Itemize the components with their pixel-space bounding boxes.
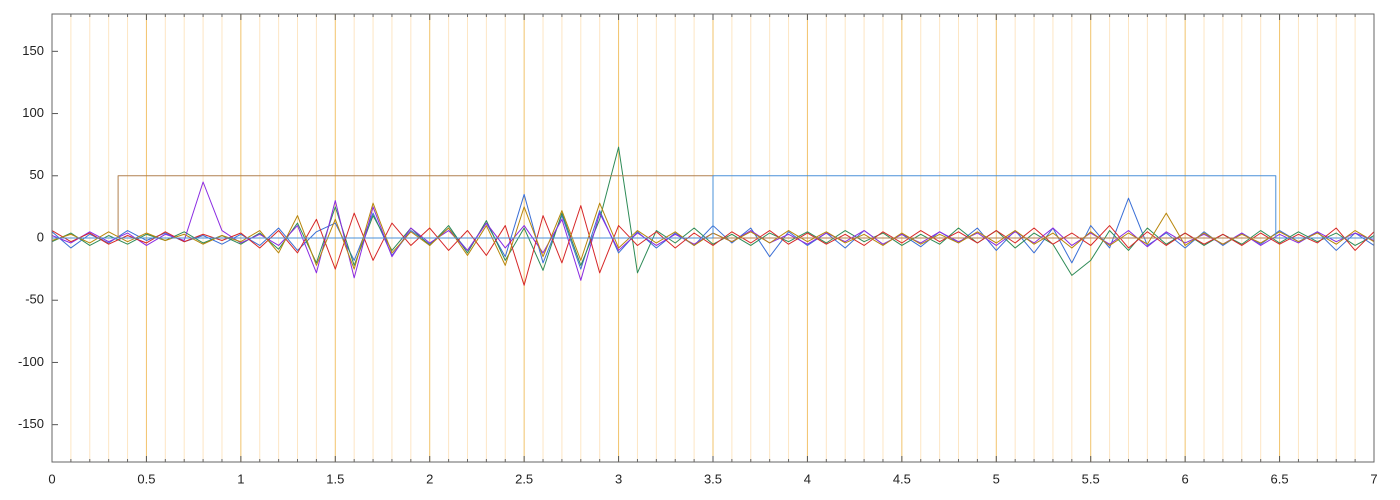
trace: [52, 175, 1374, 239]
traces: [51, 146, 1375, 286]
x-tick-label: 4: [804, 471, 811, 486]
x-tick-label: 0: [48, 471, 55, 486]
x-tick-label: 6.5: [1271, 471, 1289, 486]
x-tick-label: 2: [426, 471, 433, 486]
y-tick-label: 50: [30, 167, 44, 182]
x-tick-label: 5: [993, 471, 1000, 486]
x-tick-label: 7: [1370, 471, 1377, 486]
y-tick-label: 150: [22, 43, 44, 58]
x-tick-label: 2.5: [515, 471, 533, 486]
plot-frame: [51, 13, 1375, 463]
x-tick-label: 1.5: [326, 471, 344, 486]
x-tick-label: 1: [237, 471, 244, 486]
y-tick-label: -100: [18, 354, 44, 369]
x-tick-label: 3: [615, 471, 622, 486]
x-tick-label: 0.5: [137, 471, 155, 486]
x-tick-label: 3.5: [704, 471, 722, 486]
x-tick-label: 5.5: [1082, 471, 1100, 486]
x-tick-label: 6: [1182, 471, 1189, 486]
y-tick-label: 0: [37, 229, 44, 244]
trace: [51, 205, 1375, 286]
y-tick-label: -150: [18, 416, 44, 431]
x-tick-label: 4.5: [893, 471, 911, 486]
y-tick-label: -50: [25, 292, 44, 307]
y-tick-label: 100: [22, 105, 44, 120]
